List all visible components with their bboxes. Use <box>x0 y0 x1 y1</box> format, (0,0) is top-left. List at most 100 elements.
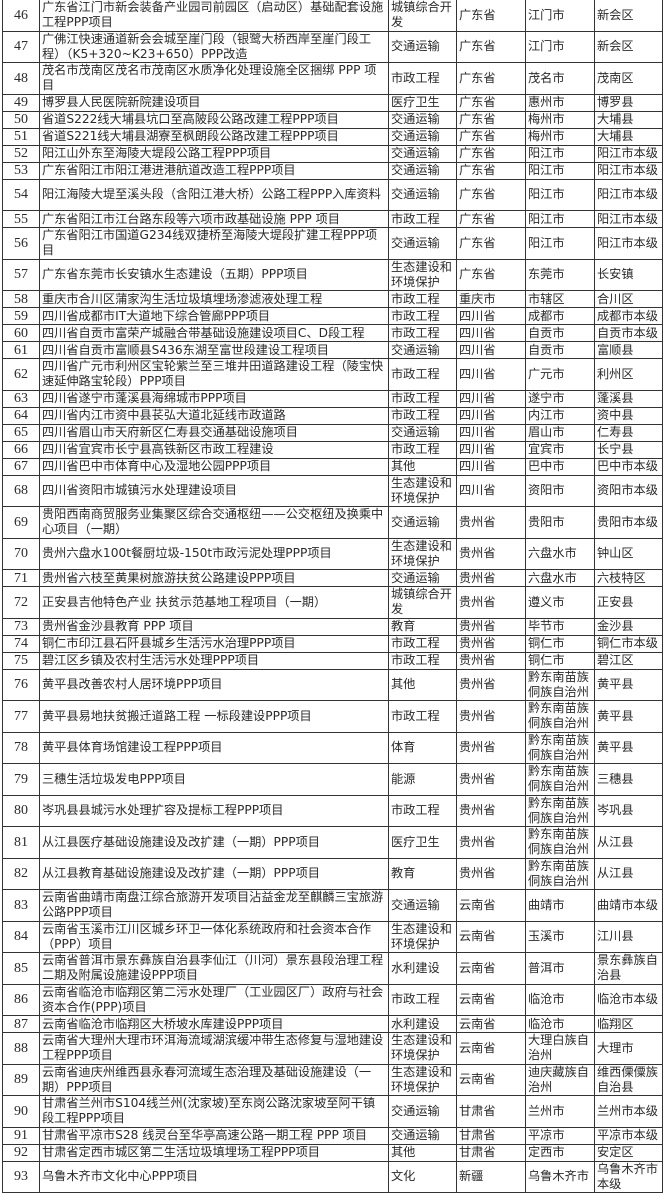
industry-cell: 交通运输 <box>388 569 457 587</box>
province-cell: 贵州省 <box>456 763 526 796</box>
table-row: 84 云南省玉溪市江川区城乡环卫一体化系统政府和社会资本合作（PPP）项目 生态建设… <box>2 920 663 953</box>
table-row: 78 黄平县体育场馆建设工程PPP项目 体育 贵州省 黔东南苗族侗族自治州 黄平县 <box>2 731 663 764</box>
project-name-cell: 贵州省六枝至黄果树旅游扶贫公路建设PPP项目 <box>39 569 389 587</box>
city-cell: 阳江市 <box>525 227 595 260</box>
county-cell: 阳江市本级 <box>594 178 663 211</box>
province-cell: 云南省 <box>456 1015 526 1033</box>
county-cell: 碧江区 <box>594 651 663 670</box>
county-cell: 六枝特区 <box>594 569 663 587</box>
city-cell: 阳江市 <box>525 161 595 180</box>
city-cell: 阳江市 <box>525 210 595 228</box>
project-name-cell: 四川省资阳市城镇污水处理建设项目 <box>39 474 389 507</box>
table-row: 90 甘肃省兰州市S104线兰州(沈家坡)至东岗公路沈家坡至阿干镇段工程PPP项目… <box>2 1095 663 1128</box>
county-cell: 资中县 <box>594 406 663 425</box>
city-cell: 巴中市 <box>525 457 595 476</box>
row-number-cell: 62 <box>2 358 40 391</box>
province-cell: 贵州省 <box>456 634 526 653</box>
project-name-cell: 甘肃省平凉市S28 线灵台至华亭高速公路一期工程 PPP 项目 <box>39 1126 389 1145</box>
row-number-cell: 64 <box>2 406 40 425</box>
city-cell: 普洱市 <box>525 952 595 985</box>
industry-cell: 市政工程 <box>388 62 457 95</box>
county-cell: 资阳市本级 <box>594 474 663 507</box>
table-row: 74 铜仁市印江县石阡县城乡生活污水治理PPP项目 市政工程 贵州省 铜仁市 铜仁市本级 <box>2 634 663 653</box>
province-cell: 甘肃省 <box>456 1095 526 1128</box>
row-number-cell: 54 <box>2 178 40 211</box>
row-number-cell: 55 <box>2 210 40 228</box>
province-cell: 广东省 <box>456 161 526 180</box>
row-number-cell: 76 <box>2 668 40 701</box>
project-name-cell: 云南省迪庆州维西县永春河流域生态治理及基础设施建设（一期）PPP项目 <box>39 1063 389 1096</box>
city-cell: 黔东南苗族侗族自治州 <box>525 731 595 764</box>
project-name-cell: 三穗生活垃圾发电PPP项目 <box>39 763 389 796</box>
table-row: 57 广东省东莞市长安镇水生态建设（五期）PPP项目 生态建设和环境保护 广东省 东莞市… <box>2 258 663 291</box>
county-cell: 三穗县 <box>594 763 663 796</box>
project-name-cell: 广东省阳江市国道G234线双捷桥至海陵大堤段扩建工程PPP项目 <box>39 227 389 260</box>
row-number-cell: 65 <box>2 423 40 442</box>
row-number-cell: 51 <box>2 127 40 146</box>
industry-cell: 交通运输 <box>388 161 457 180</box>
project-name-cell: 四川省遂宁市蓬溪县海绵城市PPP项目 <box>39 389 389 408</box>
project-name-cell: 云南省普洱市景东彝族自治县李仙江（川河）景东县段治理工程二期及附属设施建设PPP… <box>39 952 389 985</box>
county-cell: 安定区 <box>594 1143 663 1162</box>
city-cell: 惠州市 <box>525 93 595 112</box>
industry-cell: 市政工程 <box>388 210 457 228</box>
province-cell: 贵州省 <box>456 506 526 539</box>
province-cell: 广东省 <box>456 210 526 228</box>
county-cell: 新会区 <box>594 0 663 32</box>
row-number-cell: 69 <box>2 506 40 539</box>
row-number-cell: 90 <box>2 1095 40 1128</box>
county-cell: 临沧市本级 <box>594 983 663 1016</box>
city-cell: 成都市 <box>525 307 595 325</box>
province-cell: 四川省 <box>456 358 526 391</box>
province-cell: 四川省 <box>456 389 526 408</box>
row-number-cell: 68 <box>2 474 40 507</box>
county-cell: 从江县 <box>594 857 663 890</box>
project-name-cell: 甘肃省兰州市S104线兰州(沈家坡)至东岗公路沈家坡至阿干镇段工程PPP项目 <box>39 1095 389 1128</box>
row-number-cell: 56 <box>2 227 40 260</box>
table-row: 58 重庆市合川区蒲家沟生活垃圾填埋场渗滤液处理工程 市政工程 重庆市 市辖区 合川区 <box>2 290 663 308</box>
table-row: 82 从江县教育基础设施建设及改扩建（一期）PPP项目 教育 贵州省 黔东南苗族侗族自治… <box>2 857 663 890</box>
city-cell: 遂宁市 <box>525 389 595 408</box>
row-number-cell: 60 <box>2 324 40 342</box>
county-cell: 从江县 <box>594 826 663 859</box>
province-cell: 广东省 <box>456 62 526 95</box>
city-cell: 阳江市 <box>525 178 595 211</box>
row-number-cell: 67 <box>2 457 40 476</box>
industry-cell: 交通运输 <box>388 1126 457 1145</box>
industry-cell: 市政工程 <box>388 389 457 408</box>
county-cell: 钟山区 <box>594 537 663 570</box>
table-row: 59 四川省成都市IT大道地下综合管廊PPP项目 市政工程 四川省 成都市 成都市本级 <box>2 307 663 325</box>
province-cell: 广东省 <box>456 178 526 211</box>
county-cell: 乌鲁木齐市本级 <box>594 1160 663 1193</box>
project-name-cell: 重庆市合川区蒲家沟生活垃圾填埋场渗滤液处理工程 <box>39 290 389 308</box>
project-name-cell: 四川省巴中市体育中心及湿地公园PPP项目 <box>39 457 389 476</box>
industry-cell: 交通运输 <box>388 506 457 539</box>
table-row: 48 茂名市茂南区茂名市茂南区水质净化处理设施全区捆绑 PPP 项目 市政工程 广东省… <box>2 62 663 95</box>
city-cell: 黔东南苗族侗族自治州 <box>525 763 595 796</box>
table-row: 76 黄平县改善农村人居环境PPP项目 其他 贵州省 黔东南苗族侗族自治州 黄平县 <box>2 668 663 701</box>
province-cell: 广东省 <box>456 93 526 112</box>
row-number-cell: 91 <box>2 1126 40 1145</box>
city-cell: 大理白族自治州 <box>525 1032 595 1065</box>
row-number-cell: 88 <box>2 1032 40 1065</box>
industry-cell: 市政工程 <box>388 406 457 425</box>
project-name-cell: 博罗县人民医院新院建设项目 <box>39 93 389 112</box>
county-cell: 黄平县 <box>594 731 663 764</box>
county-cell: 茂南区 <box>594 62 663 95</box>
row-number-cell: 77 <box>2 700 40 733</box>
project-name-cell: 云南省临沧市临翔区第二污水处理厂（工业园区厂）政府与社会资本合作(PPP)项目 <box>39 983 389 1016</box>
industry-cell: 交通运输 <box>388 889 457 922</box>
project-name-cell: 四川省广元市利州区宝轮紫兰至三堆井田道路建设工程（陵宝快速延伸路宝轮段）PPP项… <box>39 358 389 391</box>
industry-cell: 体育 <box>388 731 457 764</box>
table-row: 93 乌鲁木齐市文化中心PPP项目 文化 新疆 乌鲁木齐市 乌鲁木齐市本级 <box>2 1160 663 1193</box>
county-cell: 曲靖市本级 <box>594 889 663 922</box>
row-number-cell: 71 <box>2 569 40 587</box>
city-cell: 定西市 <box>525 1143 595 1162</box>
province-cell: 甘肃省 <box>456 1143 526 1162</box>
table-row: 50 省道S222线大埔县坑口至高陂段公路改建工程PPP项目 交通运输 广东省 梅州市大… <box>2 110 663 129</box>
city-cell: 玉溪市 <box>525 920 595 953</box>
table-row: 64 四川省内江市资中县苌弘大道北延线市政道路 市政工程 四川省 内江市 资中县 <box>2 406 663 425</box>
province-cell: 新疆 <box>456 1160 526 1193</box>
city-cell: 黔东南苗族侗族自治州 <box>525 794 595 827</box>
